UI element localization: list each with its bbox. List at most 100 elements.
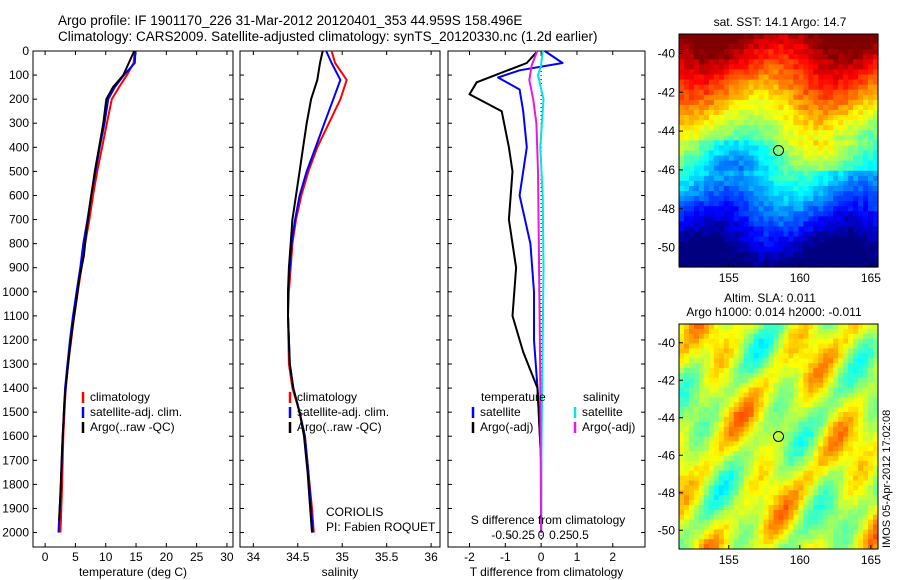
map-cell [683,39,690,45]
map-cell [848,529,854,535]
map-cell [708,160,715,167]
map-cell [738,221,745,228]
map-cell [863,115,869,121]
map-cell [793,135,799,141]
map-cell [858,402,864,408]
map-cell [768,246,775,253]
map-cell [788,140,795,147]
map-cell [788,165,795,172]
map-cell [853,372,859,379]
map-cell [808,115,814,121]
map-cell [703,130,710,136]
map-cell [698,236,705,243]
map-cell [823,392,829,398]
map-cell [748,246,755,253]
map-cell [753,480,760,487]
map-cell [723,470,730,477]
map-cell [743,421,750,428]
map-cell [813,236,819,243]
legend-label: Argo(..raw -QC) [90,420,175,434]
map-cell [679,514,685,521]
map-cell [688,145,695,152]
map-cell [818,460,824,467]
map-cell [848,185,854,192]
map-cell [833,125,839,131]
map-cell [803,446,809,452]
map-cell [723,165,730,172]
map-cell [683,94,690,101]
map-cell [758,231,765,238]
map-cell [803,175,809,182]
map-cell [748,256,755,263]
map-cell [713,54,720,60]
map-cell [853,150,859,157]
map-cell [683,333,690,340]
map-cell [813,426,819,433]
map-cell [718,74,725,81]
map-cell [778,358,785,364]
map-cell [733,221,740,228]
panel-temperature [32,50,234,548]
map-cell [728,206,735,212]
map-cell [843,115,849,121]
map-cell [758,79,765,86]
map-cell [718,382,725,389]
map-cell [723,236,730,243]
map-cell [803,104,809,111]
map-cell [783,221,790,228]
map-cell [693,328,700,335]
map-cell [843,441,849,447]
map-cell [858,150,864,157]
map-cell [843,372,849,379]
map-cell [783,514,790,521]
map-cell [738,451,745,457]
map-cell [743,343,750,350]
map-cell [798,465,804,472]
map-cell [738,125,745,131]
map-cell [868,382,874,389]
map-cell [863,534,869,540]
map-cell [843,201,849,207]
map-cell [703,338,710,345]
map-cell [858,363,864,369]
map-cell [723,431,730,438]
map-cell [698,412,705,418]
map-cell [738,64,745,71]
map-y-tick-label: -48 [658,486,676,500]
map-cell [718,470,725,477]
map-cell [683,155,690,162]
map-cell [679,49,685,55]
map-cell [778,544,785,550]
map-cell [683,456,690,462]
map-cell [868,333,874,340]
map-cell [828,49,834,55]
map-cell [698,201,705,207]
map-cell [808,170,814,177]
map-cell [833,109,839,116]
map-cell [773,135,780,141]
map-cell [863,69,869,76]
map-cell [718,34,725,40]
map-cell [843,185,849,192]
map-cell [758,226,765,233]
map-cell [748,431,755,438]
s-tick-label: -0.5 [491,528,512,542]
map-cell [688,392,695,398]
map-cell [748,135,755,141]
map-cell [763,451,770,457]
map-cell [823,324,829,330]
map-cell [863,256,869,263]
map-cell [738,348,745,354]
map-cell [808,175,814,182]
map-cell [753,451,760,457]
map-cell [808,160,814,167]
map-cell [863,544,869,550]
map-cell [738,475,745,482]
map-cell [858,426,864,433]
map-cell [738,514,745,521]
map-cell [838,246,844,253]
map-cell [873,74,879,81]
map-cell [683,64,690,71]
map-cell [868,226,874,233]
map-cell [808,368,814,374]
